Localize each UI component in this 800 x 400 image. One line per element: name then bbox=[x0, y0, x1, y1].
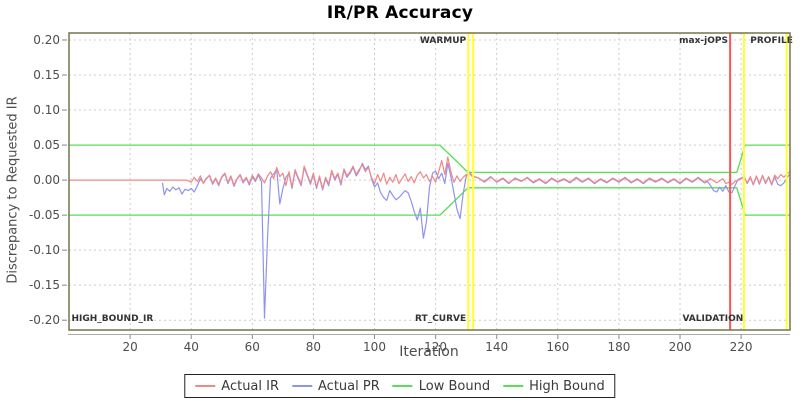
x-tick-label: 20 bbox=[122, 340, 137, 354]
series-actual-ir bbox=[69, 156, 791, 190]
y-tick-label: -0.05 bbox=[29, 208, 60, 222]
series-high-bound bbox=[69, 144, 790, 174]
x-axis-title: Iteration bbox=[399, 344, 459, 360]
legend-item-actual-pr: Actual PR bbox=[292, 379, 380, 394]
x-tick-label: 80 bbox=[306, 340, 321, 354]
x-tick-label: 40 bbox=[184, 340, 199, 354]
series-low-bound bbox=[69, 187, 790, 216]
y-tick-label: 0.10 bbox=[33, 103, 60, 117]
legend-swatch-icon bbox=[503, 385, 524, 387]
legend-label: Actual IR bbox=[221, 378, 280, 394]
x-tick-label: 180 bbox=[607, 340, 630, 354]
annotation-profile: PROFILE bbox=[750, 36, 793, 46]
y-tick-label: 0.05 bbox=[33, 138, 60, 152]
y-tick-label: 0.20 bbox=[33, 33, 60, 47]
y-tick-label: -0.10 bbox=[29, 243, 60, 257]
legend-swatch-icon bbox=[292, 385, 313, 387]
y-tick-label: 0.00 bbox=[33, 173, 60, 187]
y-tick-label: -0.15 bbox=[29, 278, 60, 292]
legend-swatch-icon bbox=[195, 385, 216, 387]
legend: Actual IR Actual PR Low Bound High Bound bbox=[184, 374, 616, 398]
x-tick-label: 120 bbox=[424, 340, 447, 354]
annotation-validation: VALIDATION bbox=[682, 314, 743, 324]
y-tick-label: -0.20 bbox=[29, 313, 60, 327]
annotation-warmup: WARMUP bbox=[420, 36, 467, 46]
annotation-max-jops: max-jOPS bbox=[679, 36, 728, 46]
legend-item-low-bound: Low Bound bbox=[392, 378, 491, 394]
annotation-high-bound-ir: HIGH_BOUND_IR bbox=[71, 314, 153, 324]
y-tick-label: 0.15 bbox=[33, 68, 60, 82]
plot-frame bbox=[68, 32, 791, 331]
legend-label: Actual PR bbox=[318, 378, 380, 394]
legend-item-actual-ir: Actual IR bbox=[195, 379, 279, 394]
chart-title: IR/PR Accuracy bbox=[326, 3, 474, 23]
x-tick-label: 60 bbox=[245, 340, 260, 354]
legend-label: High Bound bbox=[529, 378, 605, 394]
annotation-rt-curve: RT_CURVE bbox=[415, 314, 466, 324]
legend-label: Low Bound bbox=[418, 378, 491, 394]
legend-item-high-bound: High Bound bbox=[503, 379, 605, 394]
x-tick-label: 220 bbox=[730, 340, 753, 354]
x-tick-label: 140 bbox=[485, 340, 508, 354]
legend-swatch-icon bbox=[392, 385, 413, 387]
x-tick-label: 100 bbox=[363, 340, 386, 354]
x-tick-label: 200 bbox=[669, 340, 692, 354]
series-actual-pr bbox=[161, 162, 791, 319]
x-tick-label: 160 bbox=[546, 340, 569, 354]
